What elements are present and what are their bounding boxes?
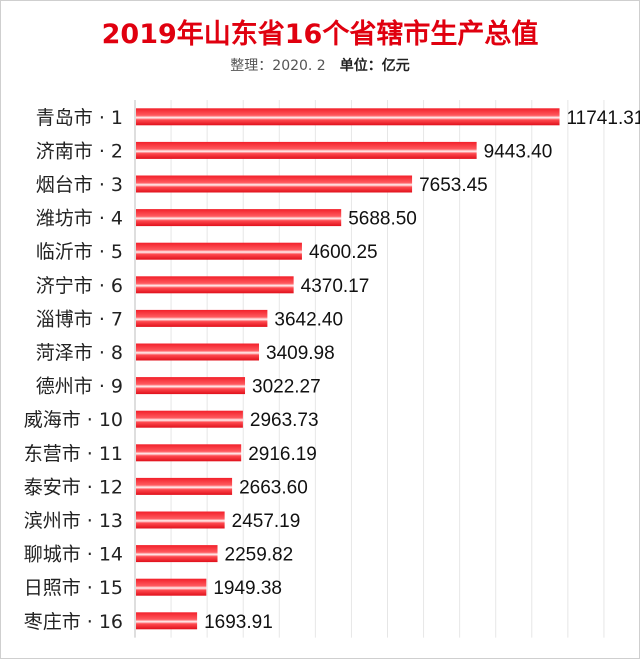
bar (136, 209, 342, 227)
value-label: 7653.45 (419, 175, 488, 196)
value-label: 4600.25 (309, 242, 378, 263)
bars (136, 108, 560, 630)
category-label: 济南市 · 2 (36, 140, 123, 162)
category-label: 德州市 · 9 (36, 376, 123, 398)
category-label: 济宁市 · 6 (36, 275, 123, 297)
category-label: 菏泽市 · 8 (36, 342, 123, 364)
value-label: 3409.98 (266, 343, 335, 364)
bar (136, 444, 242, 462)
value-label: 4370.17 (301, 276, 370, 297)
category-label: 青岛市 · 1 (36, 107, 123, 129)
bar (136, 175, 413, 193)
value-label: 2663.60 (239, 477, 308, 498)
value-label: 1949.38 (213, 578, 282, 599)
bar (136, 612, 198, 630)
chart-subtitle: 整理：2020. 2 单位：亿元 (0, 55, 640, 75)
bar (136, 309, 268, 327)
value-label: 11741.31 (567, 108, 640, 129)
category-label: 日照市 · 15 (24, 577, 123, 599)
value-label: 2259.82 (225, 545, 294, 566)
bar (136, 108, 560, 126)
bar (136, 477, 233, 495)
value-label: 1693.91 (204, 612, 273, 633)
compiled-note: 整理：2020. 2 (230, 58, 326, 74)
bar (136, 511, 225, 529)
category-label: 威海市 · 10 (24, 409, 123, 431)
bar (136, 578, 207, 596)
bar (136, 141, 477, 159)
value-label: 9443.40 (484, 141, 553, 162)
category-label: 聊城市 · 14 (24, 544, 123, 566)
category-labels: 青岛市 · 1 济南市 · 2 烟台市 · 3 潍坊市 · 4 临沂市 · 5 济宁市 ·… (24, 107, 123, 633)
bar (136, 276, 294, 294)
category-label: 烟台市 · 3 (36, 174, 123, 196)
category-label: 滨州市 · 13 (24, 510, 123, 532)
chart-title: 2019年山东省16个省辖市生产总值 (101, 19, 539, 50)
value-label: 3642.40 (274, 309, 343, 330)
value-label: 3022.27 (252, 377, 321, 398)
category-label: 东营市 · 11 (24, 443, 123, 465)
category-label: 泰安市 · 12 (24, 476, 123, 498)
value-label: 5688.50 (348, 209, 417, 230)
bar (136, 242, 302, 260)
category-label: 临沂市 · 5 (36, 241, 123, 263)
value-label: 2963.73 (250, 410, 319, 431)
category-label: 淄博市 · 7 (36, 308, 123, 330)
value-label: 2916.19 (248, 444, 317, 465)
bar (136, 343, 260, 361)
category-label: 枣庄市 · 16 (24, 611, 123, 633)
bar (136, 545, 218, 563)
bar (136, 377, 246, 395)
value-label: 2457.19 (232, 511, 301, 532)
category-label: 潍坊市 · 4 (36, 208, 123, 230)
unit-label: 单位：亿元 (339, 58, 410, 74)
bar (136, 410, 243, 428)
